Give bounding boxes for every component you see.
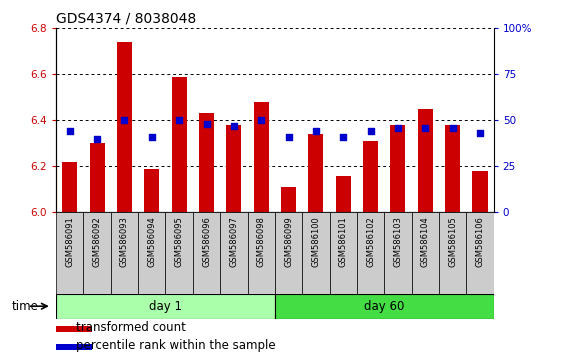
Point: [93, 136, 102, 142]
Bar: [193, 212, 220, 294]
Text: GSM586094: GSM586094: [148, 216, 157, 267]
Point: [284, 134, 293, 140]
Text: GSM586098: GSM586098: [257, 216, 266, 267]
Bar: [302, 212, 329, 294]
Point: [421, 125, 430, 131]
Point: [448, 125, 457, 131]
Text: day 1: day 1: [149, 300, 182, 313]
Text: GSM586092: GSM586092: [93, 216, 102, 267]
Bar: [247, 212, 275, 294]
Point: [476, 130, 485, 136]
Text: GSM586106: GSM586106: [476, 216, 485, 267]
Bar: [439, 212, 466, 294]
Bar: [56, 326, 92, 332]
Bar: [254, 102, 269, 212]
Point: [148, 134, 157, 140]
Bar: [220, 212, 247, 294]
Bar: [357, 212, 384, 294]
Bar: [418, 109, 433, 212]
Text: GSM586103: GSM586103: [393, 216, 402, 267]
Point: [366, 129, 375, 134]
Text: GSM586099: GSM586099: [284, 216, 293, 267]
Bar: [56, 294, 275, 319]
Bar: [390, 125, 406, 212]
Bar: [330, 212, 357, 294]
Bar: [445, 125, 460, 212]
Point: [202, 121, 211, 127]
Text: GSM586091: GSM586091: [65, 216, 74, 267]
Point: [393, 125, 402, 131]
Bar: [84, 212, 111, 294]
Bar: [56, 212, 84, 294]
Point: [311, 129, 320, 134]
Text: GSM586102: GSM586102: [366, 216, 375, 267]
Text: GSM586101: GSM586101: [339, 216, 348, 267]
Bar: [144, 169, 159, 212]
Bar: [56, 344, 92, 350]
Text: time: time: [12, 300, 39, 313]
Point: [339, 134, 348, 140]
Bar: [309, 134, 324, 212]
Point: [174, 118, 183, 123]
Text: GSM586095: GSM586095: [174, 216, 183, 267]
Text: GSM586093: GSM586093: [120, 216, 129, 267]
Bar: [138, 212, 165, 294]
Bar: [363, 141, 378, 212]
Bar: [226, 125, 241, 212]
Point: [65, 129, 74, 134]
Bar: [384, 212, 412, 294]
Bar: [172, 77, 187, 212]
Bar: [62, 162, 77, 212]
Point: [257, 118, 266, 123]
Bar: [275, 212, 302, 294]
Text: GSM586104: GSM586104: [421, 216, 430, 267]
Bar: [165, 212, 193, 294]
Bar: [281, 187, 296, 212]
Point: [229, 123, 238, 129]
Text: GSM586105: GSM586105: [448, 216, 457, 267]
Text: GDS4374 / 8038048: GDS4374 / 8038048: [56, 12, 196, 26]
Bar: [275, 294, 494, 319]
Text: GSM586097: GSM586097: [229, 216, 238, 267]
Text: transformed count: transformed count: [76, 321, 186, 334]
Text: percentile rank within the sample: percentile rank within the sample: [76, 339, 275, 352]
Bar: [466, 212, 494, 294]
Bar: [111, 212, 138, 294]
Bar: [335, 176, 351, 212]
Text: GSM586096: GSM586096: [202, 216, 211, 267]
Bar: [472, 171, 488, 212]
Bar: [117, 42, 132, 212]
Point: [120, 118, 129, 123]
Bar: [199, 114, 214, 212]
Bar: [412, 212, 439, 294]
Bar: [90, 143, 105, 212]
Text: GSM586100: GSM586100: [311, 216, 320, 267]
Text: day 60: day 60: [364, 300, 404, 313]
